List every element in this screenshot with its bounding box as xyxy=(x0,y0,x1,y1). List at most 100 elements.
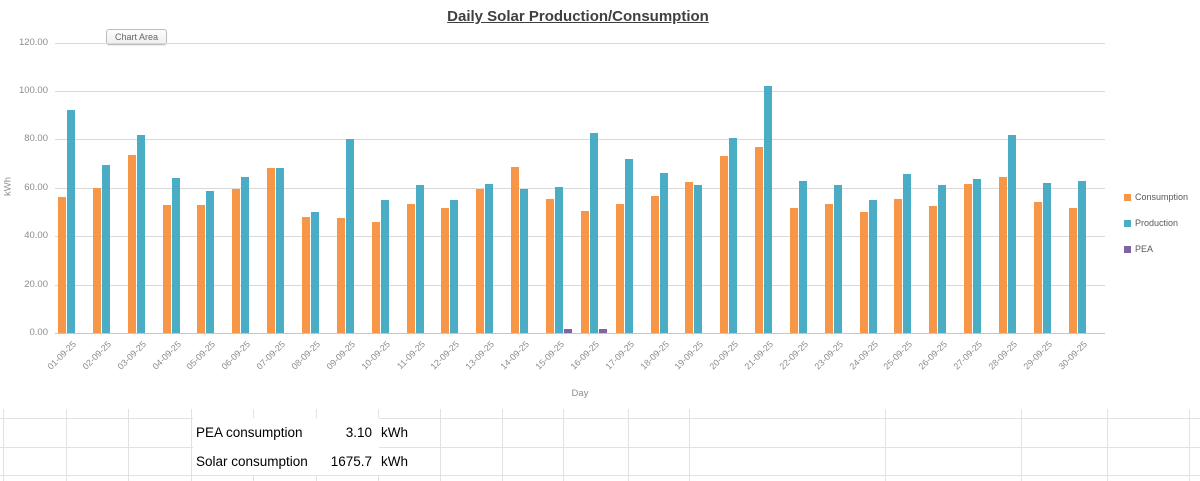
bar-consumption-12-09-25[interactable] xyxy=(441,208,450,333)
bar-consumption-22-09-25[interactable] xyxy=(789,208,798,333)
bar-production-29-09-25[interactable] xyxy=(1042,182,1051,333)
y-tick-label: 0.00 xyxy=(29,327,49,338)
sheet-gridline-v xyxy=(1189,409,1190,481)
bar-production-15-09-25[interactable] xyxy=(554,186,563,333)
bar-consumption-18-09-25[interactable] xyxy=(650,196,659,333)
gridline-40 xyxy=(55,236,1105,238)
legend: Consumption Production PEA xyxy=(1124,190,1188,268)
bar-production-16-09-25[interactable] xyxy=(589,133,598,333)
legend-swatch-pea xyxy=(1124,245,1131,253)
cell-pea-label[interactable]: PEA consumption xyxy=(193,418,379,447)
sheet-gridline-v xyxy=(628,409,629,481)
bar-production-04-09-25[interactable] xyxy=(171,178,180,333)
bar-production-26-09-25[interactable] xyxy=(938,185,947,333)
bar-production-27-09-25[interactable] xyxy=(973,179,982,333)
bar-consumption-20-09-25[interactable] xyxy=(720,156,729,333)
sheet-gridline-v xyxy=(440,409,441,481)
bar-consumption-05-09-25[interactable] xyxy=(197,204,206,333)
chart-title: Daily Solar Production/Consumption xyxy=(447,8,709,25)
bar-production-19-09-25[interactable] xyxy=(694,185,703,333)
legend-item-pea[interactable]: PEA xyxy=(1124,242,1188,256)
bar-production-09-09-25[interactable] xyxy=(345,139,354,333)
bar-consumption-21-09-25[interactable] xyxy=(755,146,763,333)
bar-consumption-07-09-25[interactable] xyxy=(267,168,276,333)
bar-consumption-13-09-25[interactable] xyxy=(476,189,485,333)
chart-area-tooltip: Chart Area xyxy=(106,29,168,45)
bar-production-21-09-25[interactable] xyxy=(764,86,772,333)
bar-production-08-09-25[interactable] xyxy=(311,212,319,333)
sheet-gridline-v xyxy=(66,409,67,481)
bar-consumption-08-09-25[interactable] xyxy=(302,216,310,333)
cell-solar-value[interactable]: 1675.7 xyxy=(330,453,372,469)
cell-solar-label[interactable]: Solar consumption xyxy=(193,447,379,475)
bar-production-12-09-25[interactable] xyxy=(450,199,459,333)
bar-production-25-09-25[interactable] xyxy=(903,174,912,333)
bar-production-30-09-25[interactable] xyxy=(1077,180,1086,333)
bar-production-14-09-25[interactable] xyxy=(520,189,528,333)
y-tick-label: 40.00 xyxy=(24,230,48,242)
bar-pea-16-09-25[interactable] xyxy=(598,329,607,333)
cell-solar-unit[interactable]: kWh xyxy=(381,453,408,469)
bar-production-02-09-25[interactable] xyxy=(101,164,110,333)
bar-production-03-09-25[interactable] xyxy=(136,134,145,333)
bar-consumption-01-09-25[interactable] xyxy=(58,197,66,333)
gridline-120 xyxy=(55,42,1105,44)
bar-production-28-09-25[interactable] xyxy=(1008,134,1016,333)
legend-label: PEA xyxy=(1135,244,1154,254)
bar-production-06-09-25[interactable] xyxy=(241,176,250,333)
sheet-gridline-v xyxy=(3,409,4,481)
bar-production-11-09-25[interactable] xyxy=(415,185,424,333)
bar-consumption-09-09-25[interactable] xyxy=(336,218,345,333)
bar-production-24-09-25[interactable] xyxy=(868,199,877,333)
bar-production-17-09-25[interactable] xyxy=(624,158,633,333)
bar-consumption-29-09-25[interactable] xyxy=(1033,202,1042,333)
bar-consumption-26-09-25[interactable] xyxy=(929,205,938,333)
bar-production-18-09-25[interactable] xyxy=(659,173,668,333)
bar-consumption-10-09-25[interactable] xyxy=(371,221,380,333)
bar-consumption-03-09-25[interactable] xyxy=(127,155,136,333)
legend-label: Production xyxy=(1135,218,1179,228)
spreadsheet-grid[interactable]: PEA consumption 3.10 kWh Solar consumption 1… xyxy=(0,405,1200,481)
x-axis-title: Day xyxy=(571,388,589,399)
legend-swatch-consumption xyxy=(1124,193,1131,201)
cell-pea-value[interactable]: 3.10 xyxy=(345,425,372,440)
bar-pea-15-09-25[interactable] xyxy=(563,329,572,333)
bar-production-07-09-25[interactable] xyxy=(276,168,285,333)
bar-production-01-09-25[interactable] xyxy=(67,110,75,333)
bar-consumption-06-09-25[interactable] xyxy=(232,189,241,333)
bar-consumption-17-09-25[interactable] xyxy=(615,203,624,333)
bar-production-22-09-25[interactable] xyxy=(798,180,807,333)
legend-item-production[interactable]: Production xyxy=(1124,216,1188,230)
cell-pea-unit[interactable]: kWh xyxy=(381,425,408,440)
bar-production-13-09-25[interactable] xyxy=(485,184,494,333)
sheet-gridline-h xyxy=(0,447,1200,448)
sheet-gridline-v xyxy=(885,409,886,481)
gridline-20 xyxy=(55,284,1105,286)
bar-consumption-25-09-25[interactable] xyxy=(894,198,903,333)
solar-chart[interactable]: Daily Solar Production/Consumption Chart… xyxy=(0,0,1200,405)
bar-consumption-04-09-25[interactable] xyxy=(162,204,171,333)
bar-consumption-19-09-25[interactable] xyxy=(685,181,694,333)
legend-item-consumption[interactable]: Consumption xyxy=(1124,190,1188,204)
bar-production-10-09-25[interactable] xyxy=(380,199,389,333)
gridline-80 xyxy=(55,139,1105,141)
bar-consumption-11-09-25[interactable] xyxy=(406,203,415,333)
bar-consumption-28-09-25[interactable] xyxy=(999,176,1007,333)
bar-consumption-02-09-25[interactable] xyxy=(92,187,101,333)
bar-consumption-14-09-25[interactable] xyxy=(511,167,519,333)
y-tick-label: 60.00 xyxy=(24,181,48,193)
bar-consumption-23-09-25[interactable] xyxy=(824,203,833,333)
bar-consumption-15-09-25[interactable] xyxy=(545,198,554,333)
bar-consumption-30-09-25[interactable] xyxy=(1068,208,1077,333)
sheet-gridline-v xyxy=(128,409,129,481)
y-tick-label: 20.00 xyxy=(24,278,48,290)
bar-consumption-16-09-25[interactable] xyxy=(580,210,589,333)
bar-production-20-09-25[interactable] xyxy=(729,138,738,333)
sheet-gridline-h xyxy=(0,475,1200,476)
bar-production-05-09-25[interactable] xyxy=(206,191,215,333)
bar-consumption-24-09-25[interactable] xyxy=(859,212,868,333)
sheet-gridline-v xyxy=(191,409,192,481)
bar-production-23-09-25[interactable] xyxy=(833,185,842,333)
bar-consumption-27-09-25[interactable] xyxy=(964,184,973,333)
